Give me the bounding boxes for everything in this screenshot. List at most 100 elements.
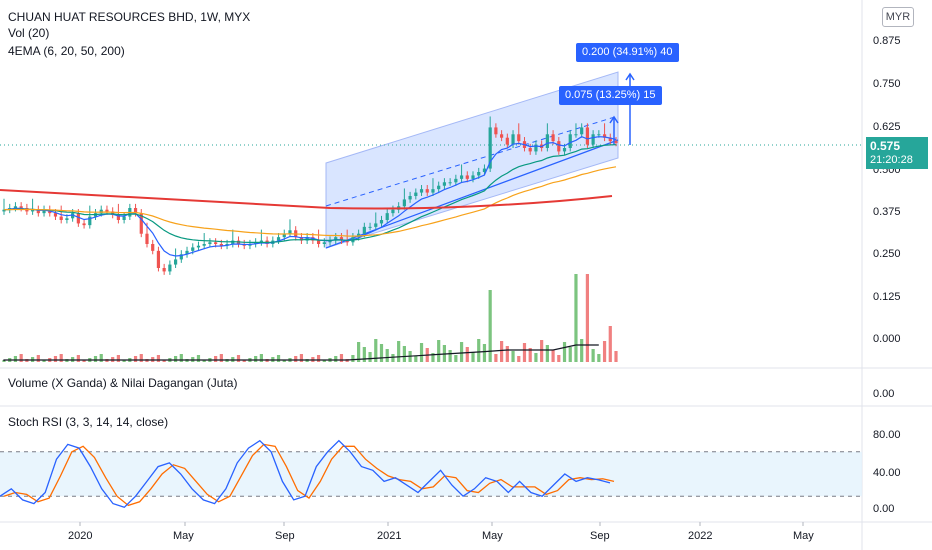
volume-bar — [551, 350, 555, 362]
candle-body — [379, 220, 384, 224]
candle-body — [414, 192, 418, 196]
candle-body — [448, 182, 452, 184]
volume-bar — [299, 354, 304, 362]
volume-legend[interactable]: Vol (20) — [8, 26, 50, 40]
measure-tag-outer[interactable]: 0.200 (34.91%) 40 — [576, 43, 679, 62]
time-label: Sep — [590, 530, 610, 542]
channel-midline — [325, 115, 619, 207]
volume-bar — [374, 339, 378, 362]
candle-body — [71, 213, 75, 219]
candle-body — [105, 209, 109, 212]
price-tick-label: 0.125 — [873, 291, 901, 303]
volume-bar — [568, 347, 572, 362]
candle-body — [482, 168, 487, 172]
candle-body — [214, 242, 218, 244]
volume-bar — [528, 348, 532, 362]
volume-bar — [368, 352, 372, 362]
stoch-tick-label: 0.00 — [873, 503, 895, 515]
time-label: May — [793, 530, 814, 542]
candle-body — [408, 196, 412, 200]
volume-bar — [534, 353, 538, 362]
candle-body — [82, 223, 86, 226]
value-tick-label: 0.00 — [873, 388, 895, 400]
volume-bar — [19, 354, 23, 362]
candle-body — [282, 233, 286, 238]
ema-legend[interactable]: 4EMA (6, 20, 50, 200) — [8, 44, 125, 58]
candle-body — [339, 237, 344, 241]
volume-bar — [385, 349, 389, 362]
candle-body — [574, 134, 578, 136]
candle-body — [328, 240, 332, 243]
candle-body — [534, 144, 538, 152]
volume-bar — [402, 346, 406, 362]
volume-bar — [214, 356, 218, 362]
candle-body — [368, 226, 372, 228]
volume-bar — [517, 356, 521, 362]
volume-bar — [351, 355, 355, 362]
candle-body — [288, 230, 292, 234]
volume-bar — [379, 344, 384, 362]
candle-body — [122, 216, 126, 220]
volume-bar — [42, 360, 46, 362]
candle-body — [76, 213, 80, 224]
stoch-tick-label: 80.00 — [873, 429, 901, 441]
time-label: May — [482, 530, 503, 542]
volume-bar — [339, 354, 344, 362]
candle-body — [65, 218, 69, 220]
candle-body — [30, 209, 35, 212]
volume-bar — [614, 351, 618, 362]
volume-bar — [122, 360, 126, 362]
price-tick-label: 0.000 — [873, 333, 901, 345]
chart-title-legend[interactable]: CHUAN HUAT RESOURCES BHD, 1W, MYX — [8, 10, 251, 24]
time-label: 2021 — [377, 530, 402, 542]
volume-bar — [59, 354, 63, 362]
candle-body — [500, 134, 504, 138]
ema-50-line — [3, 166, 617, 237]
candle-body — [168, 264, 172, 272]
volume-bar — [322, 360, 326, 362]
volume-bar — [242, 360, 246, 362]
value-pane-legend[interactable]: Volume (X Ganda) & Nilai Dagangan (Juta) — [8, 376, 238, 390]
volume-bar — [471, 352, 475, 362]
candle-body — [19, 206, 23, 208]
volume-bar — [602, 341, 607, 362]
stoch-k-line — [0, 439, 611, 509]
volume-bar — [500, 341, 504, 362]
volume-bar — [540, 340, 544, 362]
volume-bar — [414, 356, 418, 362]
volume-bar — [545, 345, 549, 362]
volume-bar — [391, 354, 395, 362]
bar-countdown: 21:20:28 — [870, 154, 913, 166]
candle-body — [488, 127, 492, 169]
candle-body — [179, 254, 183, 260]
currency-button[interactable]: MYR — [882, 7, 914, 27]
stoch-rsi-legend[interactable]: Stoch RSI (3, 3, 14, 14, close) — [8, 415, 169, 429]
volume-bar — [316, 355, 321, 362]
volume-ma-line — [3, 344, 599, 361]
volume-bar — [488, 290, 492, 362]
candle-body — [139, 213, 143, 234]
candle-body — [173, 259, 178, 265]
measure-tag-inner[interactable]: 0.075 (13.25%) 15 — [559, 86, 662, 105]
volume-bar — [591, 349, 595, 362]
volume-bar — [294, 356, 298, 362]
volume-bar — [477, 339, 481, 362]
candle-body — [59, 216, 63, 220]
measure-arrowhead-inner — [609, 115, 619, 124]
volume-bar — [173, 356, 178, 362]
stoch-band — [0, 451, 862, 497]
volume-bar — [282, 360, 286, 362]
candle-body — [465, 175, 469, 179]
stoch-tick-label: 40.00 — [873, 467, 901, 479]
volume-bar — [608, 326, 612, 362]
volume-bar — [362, 347, 366, 362]
measure-arrowhead-outer — [625, 72, 635, 81]
volume-bar — [574, 274, 578, 362]
last-price-value: 0.575 — [870, 139, 901, 153]
volume-bar — [133, 356, 138, 362]
candle-body — [437, 185, 441, 190]
volume-bar — [448, 350, 452, 362]
candle-body — [145, 233, 149, 244]
candle-body — [191, 247, 195, 251]
